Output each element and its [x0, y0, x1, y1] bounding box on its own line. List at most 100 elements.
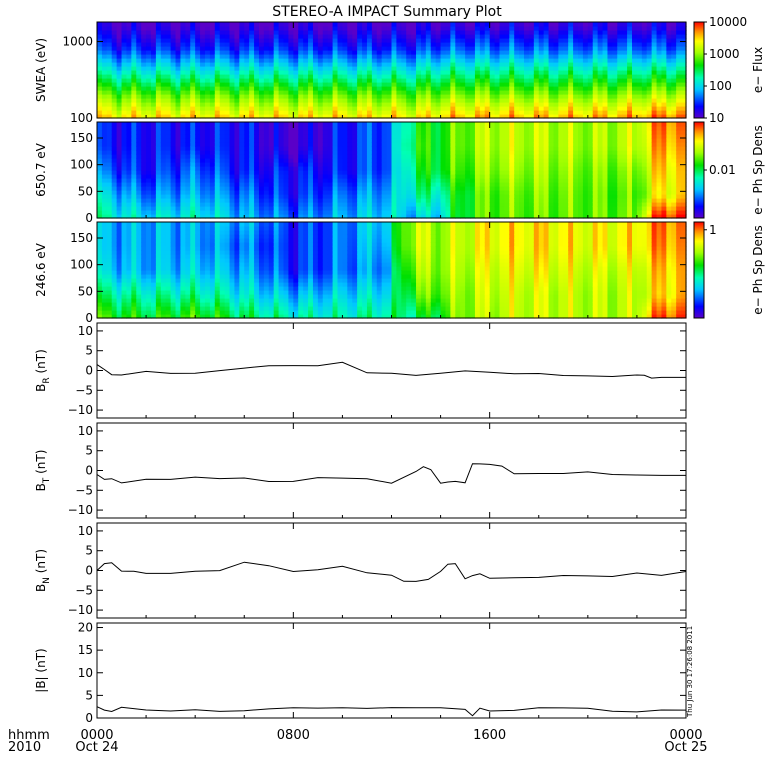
heatmap-cell — [136, 210, 142, 215]
heatmap-cell — [327, 178, 334, 183]
heatmap-cell — [671, 54, 677, 59]
heatmap-cell — [430, 58, 437, 63]
heatmap-cell — [435, 210, 442, 215]
heatmap-cell — [381, 74, 388, 79]
heatmap-cell — [185, 46, 191, 51]
heatmap-cell — [239, 158, 245, 163]
heatmap-cell — [175, 46, 182, 51]
heatmap-cell — [337, 122, 344, 127]
heatmap-cell — [283, 186, 290, 191]
heatmap-cell — [406, 90, 412, 95]
heatmap-cell — [524, 62, 530, 67]
heatmap-cell — [244, 190, 250, 195]
heatmap-cell — [175, 82, 182, 87]
heatmap-cell — [293, 62, 299, 67]
heatmap-cell — [519, 58, 525, 63]
heatmap-cell — [239, 70, 245, 75]
heatmap-cell — [258, 210, 265, 215]
heatmap-cell — [406, 174, 412, 179]
heatmap-cell — [111, 134, 118, 139]
heatmap-cell — [170, 34, 177, 39]
heatmap-cell — [146, 166, 152, 171]
heatmap-cell — [288, 190, 294, 195]
heatmap-cell — [425, 202, 432, 207]
heatmap-cell — [327, 42, 334, 47]
heatmap-cell — [126, 78, 132, 83]
heatmap-cell — [283, 38, 290, 43]
heatmap-cell — [121, 162, 128, 167]
heatmap-cell — [150, 82, 157, 87]
heatmap-cell — [676, 82, 682, 87]
heatmap-cell — [435, 130, 442, 135]
heatmap-cell — [273, 202, 280, 207]
heatmap-cell — [416, 174, 422, 179]
heatmap-cell — [204, 34, 211, 39]
heatmap-cell — [155, 102, 162, 107]
heatmap-cell — [200, 190, 206, 195]
heatmap-cell — [416, 106, 422, 111]
heatmap-cell — [563, 94, 569, 99]
heatmap-cell — [160, 138, 167, 143]
heatmap-cell — [180, 26, 186, 31]
heatmap-cell — [219, 158, 226, 163]
heatmap-cell — [504, 90, 510, 95]
heatmap-cell — [661, 82, 667, 87]
heatmap-cell — [381, 122, 388, 127]
heatmap-cell — [342, 114, 348, 119]
heatmap-cell — [131, 98, 137, 103]
heatmap-cell — [524, 114, 530, 119]
heatmap-cell — [538, 22, 545, 27]
heatmap-cell — [371, 178, 378, 183]
heatmap-cell — [219, 190, 226, 195]
heatmap-cell — [514, 38, 520, 43]
heatmap-cell — [396, 98, 402, 103]
colorbar-swea — [693, 21, 705, 119]
heatmap-cell — [165, 42, 172, 47]
heatmap-cell — [386, 90, 393, 95]
heatmap-cell — [666, 110, 672, 115]
heatmap-cell — [479, 162, 486, 167]
heatmap-cell — [524, 70, 530, 75]
heatmap-cell — [185, 106, 191, 111]
heatmap-cell — [357, 110, 363, 115]
heatmap-cell — [146, 110, 152, 115]
heatmap-cell — [352, 50, 358, 55]
heatmap-cell — [312, 34, 319, 39]
heatmap-cell — [97, 54, 103, 59]
heatmap-cell — [141, 138, 147, 143]
heatmap-cell — [278, 58, 285, 63]
heatmap-cell — [239, 86, 245, 91]
heatmap-cell — [430, 106, 437, 111]
heatmap-cell — [308, 202, 314, 207]
heatmap-cell — [337, 146, 344, 151]
heatmap-cell — [641, 90, 648, 95]
heatmap-cell — [180, 78, 186, 83]
heatmap-cell — [293, 54, 299, 59]
heatmap-cell — [126, 82, 132, 87]
heatmap-cell — [406, 154, 412, 159]
heatmap-cell — [185, 174, 191, 179]
heatmap-cell — [106, 54, 113, 59]
heatmap-cell — [312, 78, 319, 83]
heatmap-cell — [396, 154, 402, 159]
heatmap-cell — [298, 202, 304, 207]
heatmap-cell — [312, 110, 319, 115]
heatmap-cell — [136, 194, 142, 199]
heatmap-cell — [636, 114, 643, 119]
heatmap-cell — [317, 166, 324, 171]
heatmap-cell — [425, 98, 432, 103]
heatmap-cell — [219, 46, 226, 51]
heatmap-cell — [376, 206, 383, 211]
heatmap-cell — [263, 154, 270, 159]
heatmap-cell — [681, 38, 687, 43]
heatmap-cell — [293, 158, 299, 163]
heatmap-cell — [514, 54, 520, 59]
heatmap-cell — [514, 182, 520, 187]
heatmap-cell — [141, 182, 147, 187]
heatmap-cell — [470, 126, 476, 131]
heatmap-cell — [519, 90, 525, 95]
heatmap-cell — [474, 94, 481, 99]
heatmap-cell — [170, 194, 177, 199]
heatmap-cell — [484, 142, 491, 147]
heatmap-cell — [430, 42, 437, 47]
